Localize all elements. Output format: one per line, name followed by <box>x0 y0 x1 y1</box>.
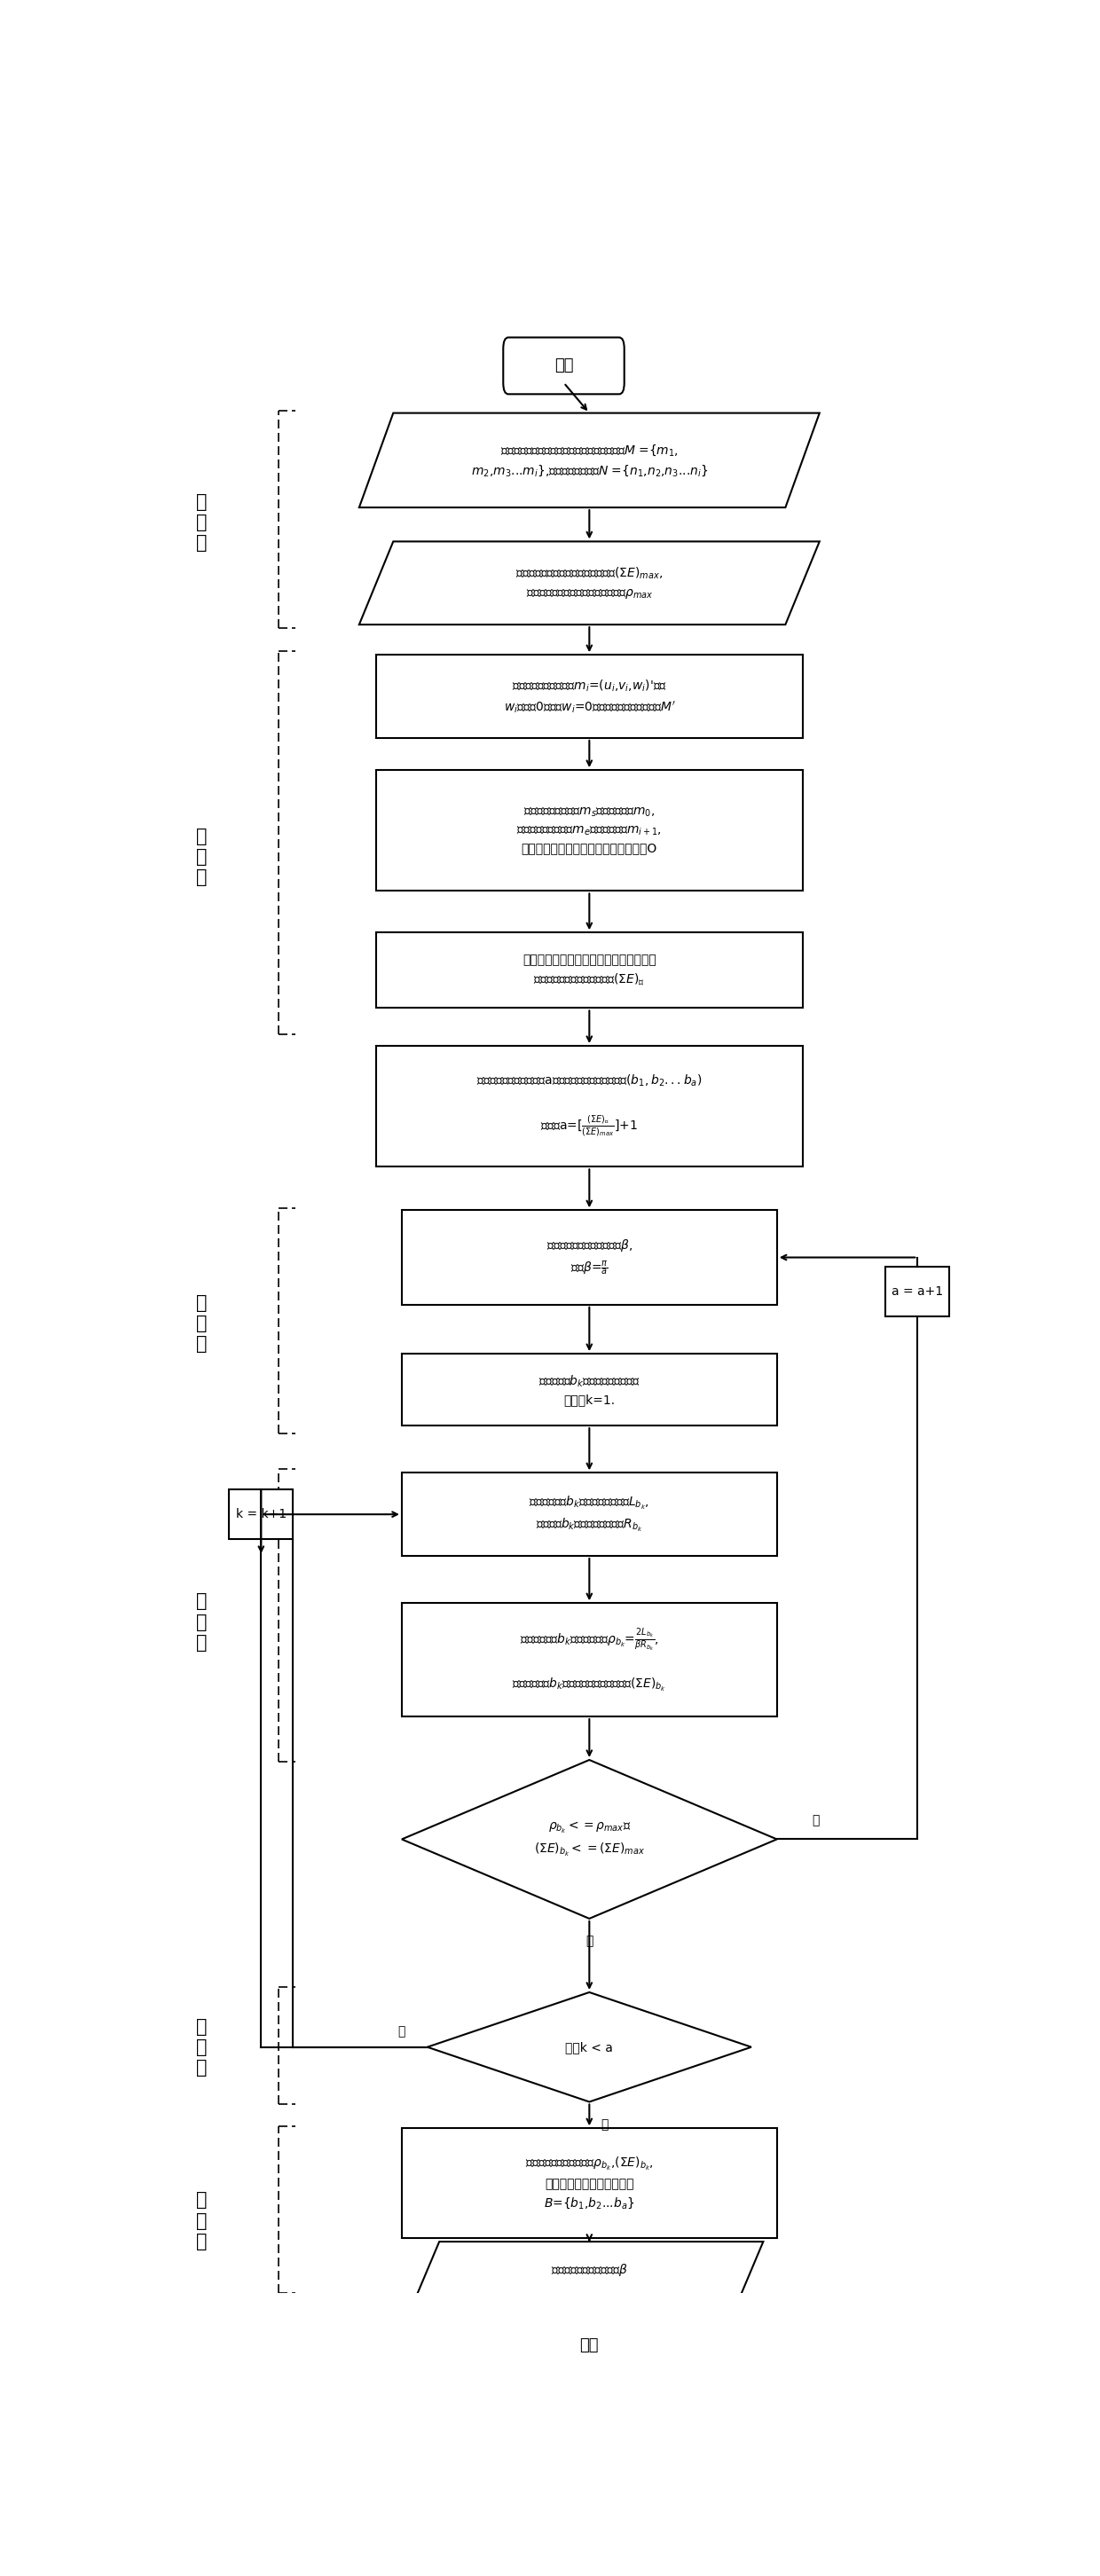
Text: 步
骤
三: 步 骤 三 <box>196 1293 207 1352</box>
Text: 统计等角度域$b_k$的弯制点个数记为$L_{b_k}$,
等角度域$b_k$内最大的半径记为$R_{b_k}$: 统计等角度域$b_k$的弯制点个数记为$L_{b_k}$, 等角度域$b_k$内… <box>529 1494 649 1535</box>
Text: 将各成形控制点的坐标$m_i$=($u_i$,$v_i$,$w_i$)'中的
$w_i$赋值为0，即令$w_i$=0，获得正畸弓丝转换曲线$M'$: 将各成形控制点的坐标$m_i$=($u_i$,$v_i$,$w_i$)'中的 $… <box>504 677 675 714</box>
Text: 将等角度域$b_k$作为检验的起始域，
初始化k=1.: 将等角度域$b_k$作为检验的起始域， 初始化k=1. <box>539 1373 640 1406</box>
Polygon shape <box>427 1991 751 2102</box>
Bar <box>401 2128 777 2239</box>
Polygon shape <box>359 412 820 507</box>
Text: 设弓丝曲线的左端点$m_s$为成形控制点$m_0$,
设弓丝曲线的右端点$m_e$为成形控制点$m_{i+1}$,
设弓丝曲线左右端点连线的中点为圆心O: 设弓丝曲线的左端点$m_s$为成形控制点$m_0$, 设弓丝曲线的右端点$m_e… <box>517 806 662 855</box>
Text: 是否k < a: 是否k < a <box>565 2040 613 2053</box>
Bar <box>401 1602 777 1716</box>
Text: 步
骤
一: 步 骤 一 <box>196 492 207 551</box>
FancyBboxPatch shape <box>529 2318 650 2375</box>
Bar <box>401 1211 777 1303</box>
Bar <box>886 1267 949 1316</box>
Text: 是: 是 <box>585 1935 593 1947</box>
Text: 步
骤
二: 步 骤 二 <box>196 827 207 886</box>
Text: 统计每个等角度域区间的$\rho_{b_k}$,$(\Sigma E)_{b_k}$,
输出等角度域区间信息集，
$B$={$b_1$,$b_2$...$b_a: 统计每个等角度域区间的$\rho_{b_k}$,$(\Sigma E)_{b_k… <box>525 2156 653 2210</box>
Bar <box>376 770 803 891</box>
Text: 计算等角度域$b_k$的弯制点密度$\rho_{b_k}$=$\frac{2L_{b_k}}{\beta R_{b_k}}$,

以及等角度域$b_k$内所有弯: 计算等角度域$b_k$的弯制点密度$\rho_{b_k}$=$\frac{2L_… <box>513 1625 667 1692</box>
Bar <box>401 1473 777 1556</box>
Text: 是: 是 <box>398 2025 406 2038</box>
Text: 输入个性化正畸弓丝曲线成形控制点信息集，$M$ ={$m_1$,
$m_2$,$m_3$...$m_i$},机器人运动信息集$N$ ={$n_1$,$n_2$,: 输入个性化正畸弓丝曲线成形控制点信息集，$M$ ={$m_1$, $m_2$,$… <box>471 443 708 479</box>
Text: k = k+1: k = k+1 <box>235 1507 286 1520</box>
Text: 否: 否 <box>601 2117 608 2130</box>
Text: 设定等角度域弯制点角距比和上限值$(\Sigma E)_{max}$,
并且设定等角度域弯制点密度上限值$\rho_{max}$: 设定等角度域弯制点角距比和上限值$(\Sigma E)_{max}$, 并且设定… <box>516 567 663 600</box>
Text: 等角度划分的角度确定为$\beta$: 等角度划分的角度确定为$\beta$ <box>551 2262 628 2277</box>
Text: 每个等角度域的划分角度为$\beta$,
其中$\beta$=$\frac{\pi}{a}$: 每个等角度域的划分角度为$\beta$, 其中$\beta$=$\frac{\p… <box>546 1236 632 1278</box>
Bar <box>376 933 803 1007</box>
Text: $\rho_{b_k}<=\rho_{max}$且
$(\Sigma E)_{b_k}<=(\Sigma E)_{max}$: $\rho_{b_k}<=\rho_{max}$且 $(\Sigma E)_{b… <box>534 1819 645 1860</box>
Text: 步
骤
四: 步 骤 四 <box>196 1592 207 1651</box>
Text: 步
骤
五: 步 骤 五 <box>196 2017 207 2076</box>
Text: 结束: 结束 <box>580 2336 598 2354</box>
Text: 步
骤
六: 步 骤 六 <box>196 2192 207 2251</box>
Text: 否: 否 <box>812 1814 820 1826</box>
Bar <box>376 1046 803 1167</box>
Text: 计算正畸弓丝曲线上各弯制点的角距比，
将所有弯制点的角距比和记为$(\Sigma E)_{总}$: 计算正畸弓丝曲线上各弯制点的角距比， 将所有弯制点的角距比和记为$(\Sigma… <box>522 953 657 987</box>
Text: 将个性化正畸弓丝均分为a个等角度域，形成等角度域$(b_1,b_2...b_a)$

初始化a=[$\frac{(\Sigma E)_{总}}{(\Sigma : 将个性化正畸弓丝均分为a个等角度域，形成等角度域$(b_1,b_2...b_a)… <box>476 1074 702 1139</box>
Bar <box>229 1489 293 1538</box>
Polygon shape <box>401 1759 777 1919</box>
Polygon shape <box>416 2241 763 2298</box>
FancyBboxPatch shape <box>503 337 625 394</box>
Text: 开始: 开始 <box>554 358 573 374</box>
Bar <box>401 1355 777 1425</box>
Polygon shape <box>359 541 820 623</box>
Text: a = a+1: a = a+1 <box>892 1285 944 1298</box>
Bar <box>376 654 803 737</box>
